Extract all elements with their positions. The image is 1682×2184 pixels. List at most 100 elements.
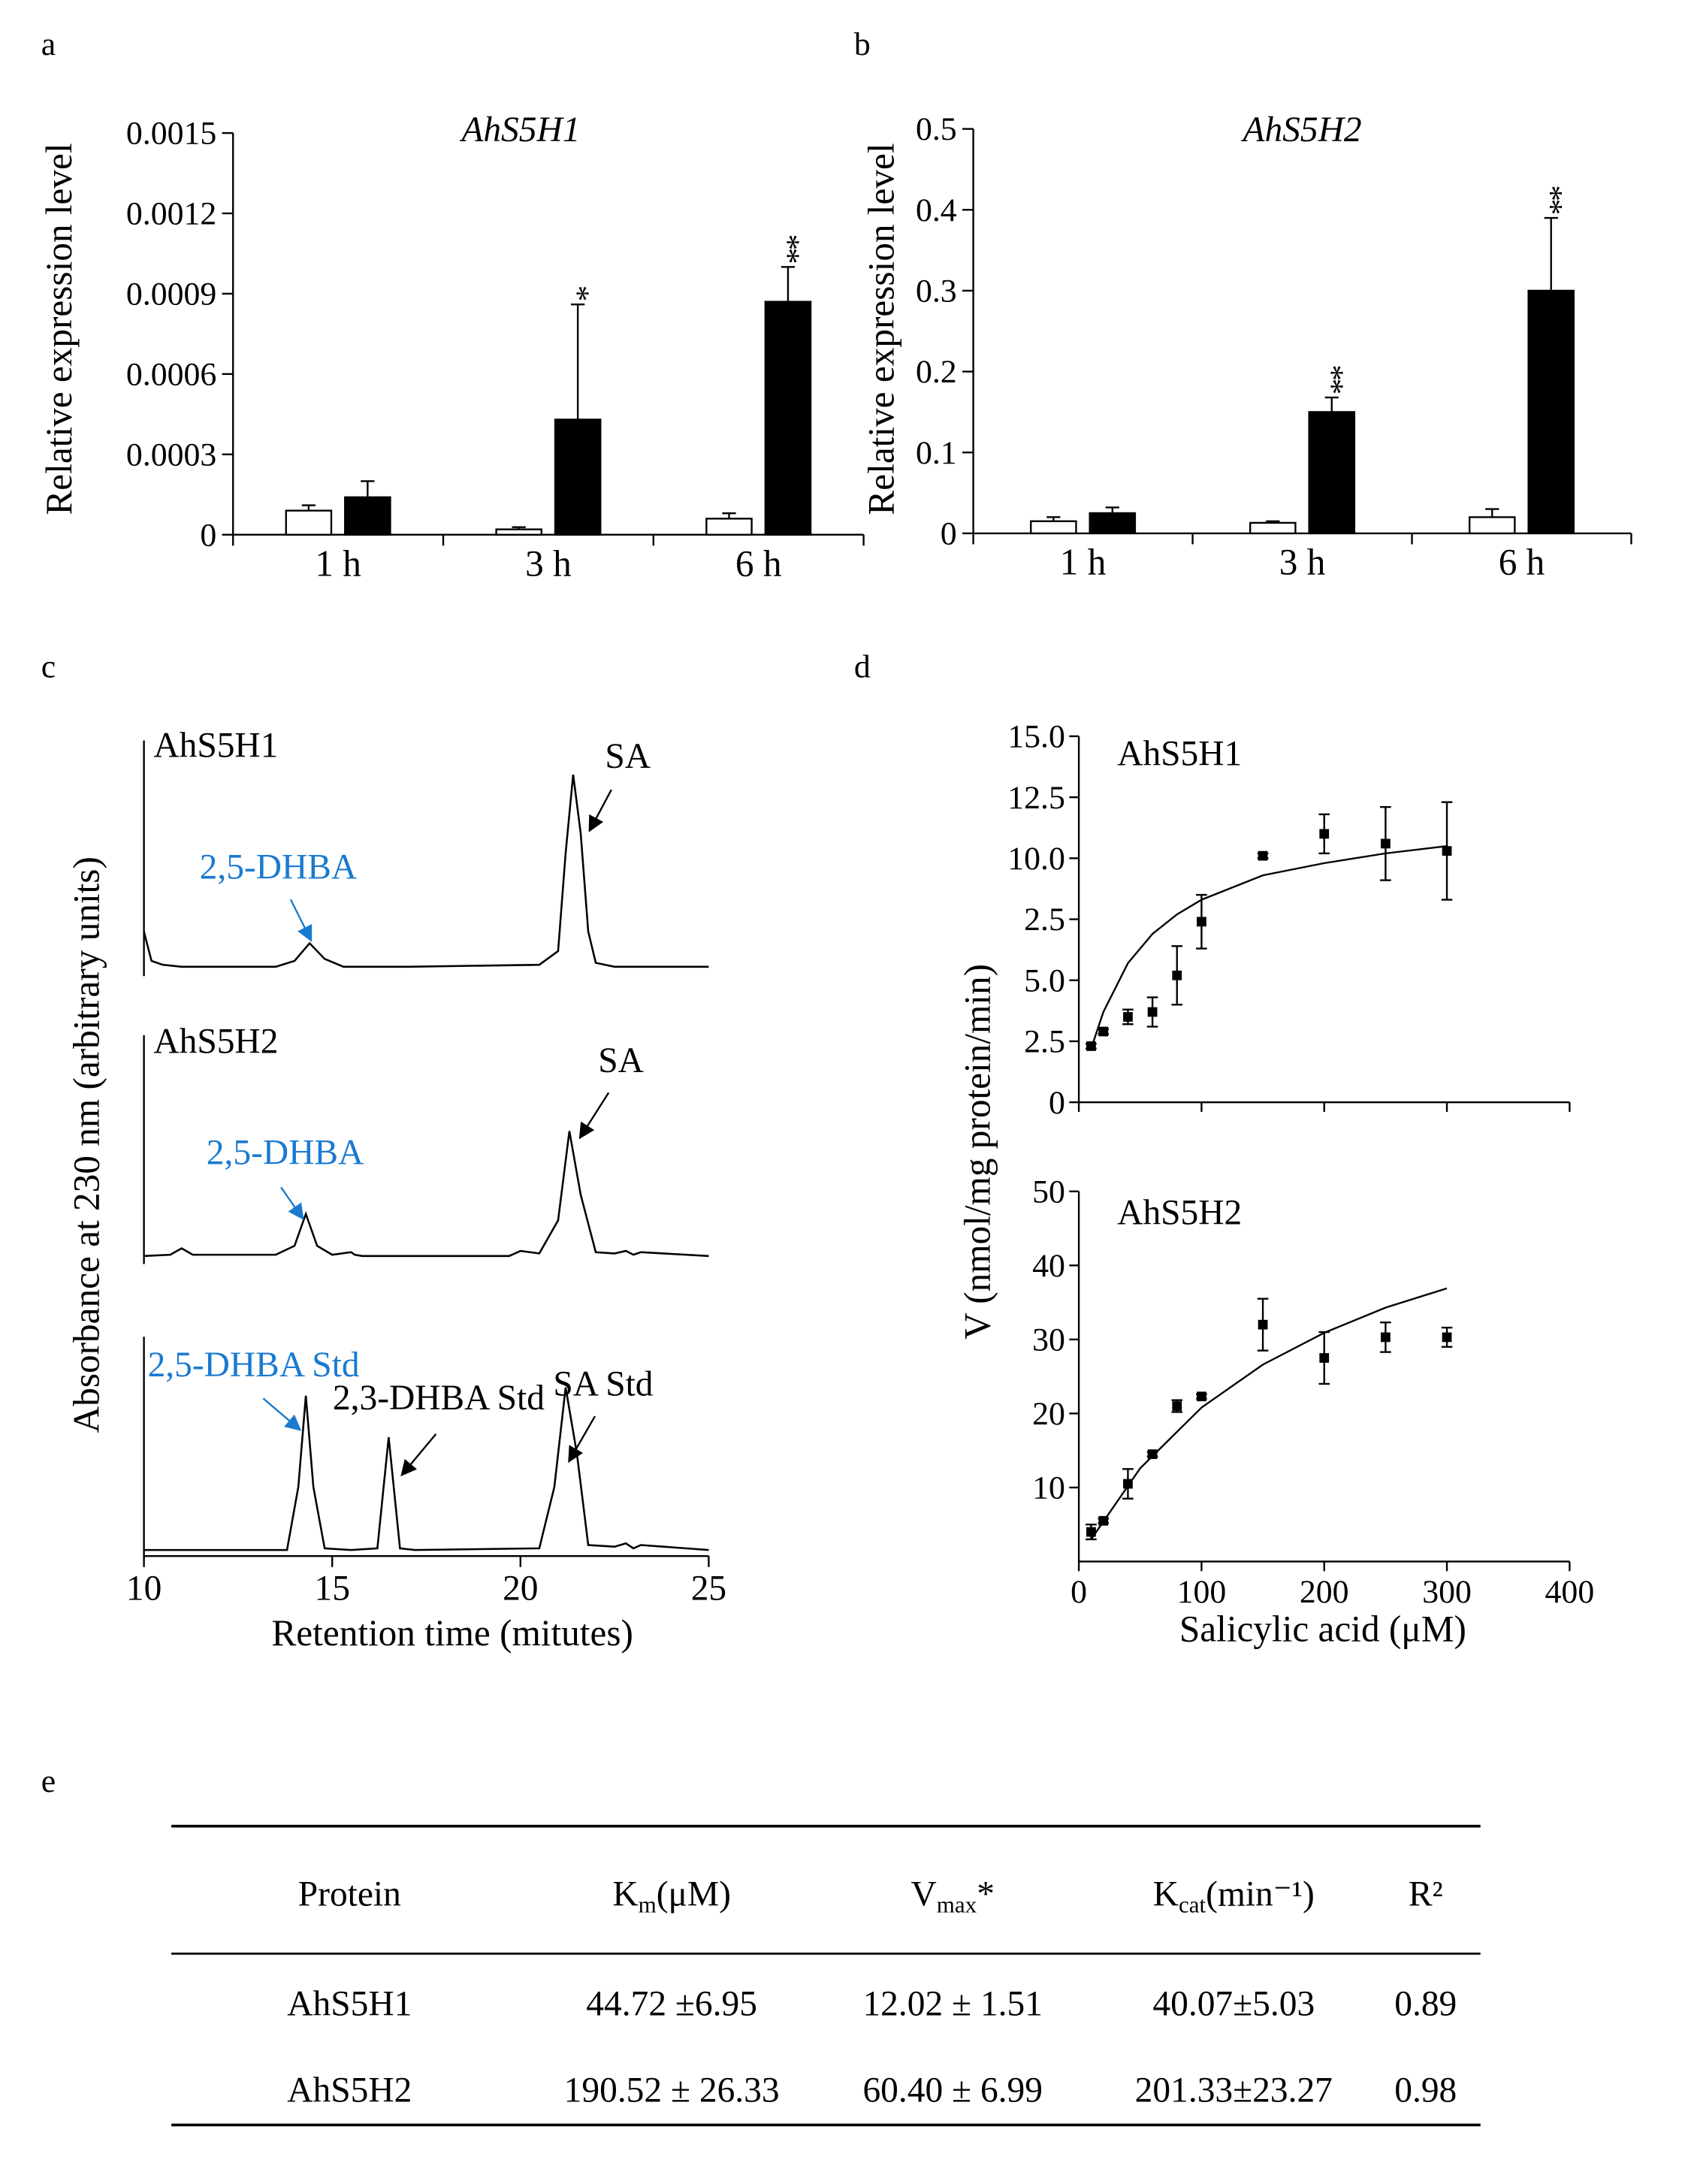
- y-axis-label: Absorbance at 230 nm (arbitrary units): [65, 856, 107, 1433]
- y-tick-label: 40: [1032, 1248, 1065, 1284]
- bar: [705, 518, 753, 536]
- y-tick-label: 15.0: [1007, 719, 1065, 755]
- chart-title: AhS5H2: [1240, 110, 1361, 150]
- point: [1098, 1026, 1109, 1037]
- peak-arrow: [588, 789, 612, 832]
- peak-label: SA Std: [553, 1365, 653, 1404]
- y-tick-label: 0.2: [916, 354, 957, 390]
- x-tick-label: 10: [126, 1569, 162, 1609]
- header-cell: Km(μM): [612, 1875, 731, 1918]
- header-suffix: (min⁻¹): [1206, 1875, 1315, 1914]
- table-cell: 0.98: [1394, 2071, 1457, 2110]
- peak-arrow: [289, 899, 313, 942]
- bar: [1527, 289, 1575, 535]
- x-tick-label: 15: [314, 1569, 349, 1609]
- bar: [554, 418, 602, 536]
- x-axis-label: Retention time (mitutes): [271, 1612, 633, 1654]
- table-cell: 40.07±5.03: [1152, 1984, 1315, 2023]
- point: [1172, 1401, 1182, 1411]
- significance: *: [560, 285, 596, 301]
- peak-label: 2,5-DHBA: [207, 1133, 364, 1172]
- y-tick-label: 0: [200, 517, 216, 553]
- y-tick-label: 0: [941, 516, 957, 552]
- panel-letter: a: [41, 26, 56, 62]
- peak-arrow: [280, 1186, 304, 1221]
- y-tick-label: 30: [1032, 1322, 1065, 1358]
- point: [1098, 1515, 1109, 1526]
- header-cell: Vmax*: [911, 1875, 995, 1918]
- plot-title: AhS5H1: [1117, 734, 1242, 773]
- table-cell: 44.72 ±6.95: [586, 1984, 757, 2023]
- header-text: Protein: [298, 1875, 401, 1914]
- bar: [1468, 516, 1516, 535]
- y-tick-label: 50: [1032, 1174, 1065, 1210]
- plot-title: AhS5H2: [1117, 1194, 1242, 1233]
- bar: [1030, 520, 1077, 535]
- x-tick-label: 400: [1545, 1574, 1595, 1610]
- x-tick-label: 100: [1177, 1574, 1227, 1610]
- table-cell: 0.89: [1394, 1984, 1457, 2023]
- x-tick-label: 3 h: [525, 542, 572, 584]
- y-tick-label: 0.4: [916, 192, 957, 228]
- x-tick-label: 1 h: [1060, 542, 1107, 583]
- y-axis-label: Relative expression level: [861, 143, 902, 515]
- point: [1147, 1449, 1158, 1459]
- peak-arrow: [568, 1415, 596, 1464]
- y-axis-label: V (nmol/mg protein/min): [956, 964, 998, 1340]
- panel-letter: b: [854, 26, 871, 62]
- point: [1086, 1041, 1096, 1051]
- chart-title: AhS5H1: [459, 110, 580, 150]
- y-tick-label: 0: [1049, 1085, 1065, 1121]
- y-tick-label: 2.5: [1024, 902, 1065, 938]
- x-tick-label: 0: [1071, 1574, 1087, 1610]
- header-cell: Protein: [298, 1875, 401, 1914]
- peak-label: SA: [605, 737, 651, 776]
- peak-arrow: [578, 1092, 610, 1140]
- y-tick-label: 0.0015: [126, 116, 216, 152]
- bar: [285, 509, 333, 536]
- header-text: K: [612, 1875, 638, 1914]
- header-cell: Kcat(min⁻¹): [1153, 1875, 1315, 1918]
- point: [1197, 917, 1206, 927]
- y-tick-label: 10: [1032, 1470, 1065, 1506]
- y-tick-label: 2.5: [1024, 1024, 1065, 1060]
- point: [1086, 1527, 1096, 1537]
- x-tick-label: 6 h: [1499, 542, 1545, 583]
- trace: [143, 774, 709, 968]
- peak-label: 2,5-DHBA: [200, 848, 358, 887]
- point: [1319, 829, 1330, 839]
- y-tick-label: 12.5: [1007, 780, 1065, 816]
- significance: **: [770, 234, 806, 263]
- point: [1442, 846, 1452, 856]
- point: [1258, 850, 1268, 861]
- peak-arrow: [400, 1433, 437, 1477]
- point: [1123, 1479, 1133, 1489]
- x-tick-label: 1 h: [315, 542, 361, 584]
- x-tick-label: 6 h: [735, 542, 782, 584]
- header-subscript: max: [937, 1892, 977, 1918]
- table-cell: 190.52 ± 26.33: [564, 2071, 780, 2110]
- header-suffix: (μM): [657, 1875, 731, 1914]
- bar: [764, 301, 812, 536]
- table-cell: 201.33±23.27: [1135, 2071, 1333, 2110]
- table-cell: 60.40 ± 6.99: [862, 2071, 1043, 2110]
- y-tick-label: 0.0012: [126, 196, 216, 232]
- point: [1381, 838, 1391, 849]
- peak-label: 2,5-DHBA Std: [148, 1346, 360, 1385]
- bar: [344, 496, 391, 536]
- y-axis-label: Relative expression level: [38, 143, 80, 515]
- trace: [143, 1131, 709, 1258]
- y-tick-label: 0.0006: [126, 356, 216, 392]
- peak-label: SA: [598, 1041, 644, 1080]
- point: [1381, 1332, 1391, 1343]
- fit-curve: [1090, 844, 1448, 1050]
- trace-name: AhS5H1: [153, 726, 278, 765]
- peak-arrow: [262, 1397, 302, 1431]
- y-tick-label: 0.3: [916, 273, 957, 310]
- x-axis-label: Salicylic acid (μM): [1179, 1608, 1466, 1649]
- header-subscript: m: [639, 1892, 657, 1918]
- trace: [143, 1387, 709, 1551]
- y-tick-label: 0.0003: [126, 436, 216, 473]
